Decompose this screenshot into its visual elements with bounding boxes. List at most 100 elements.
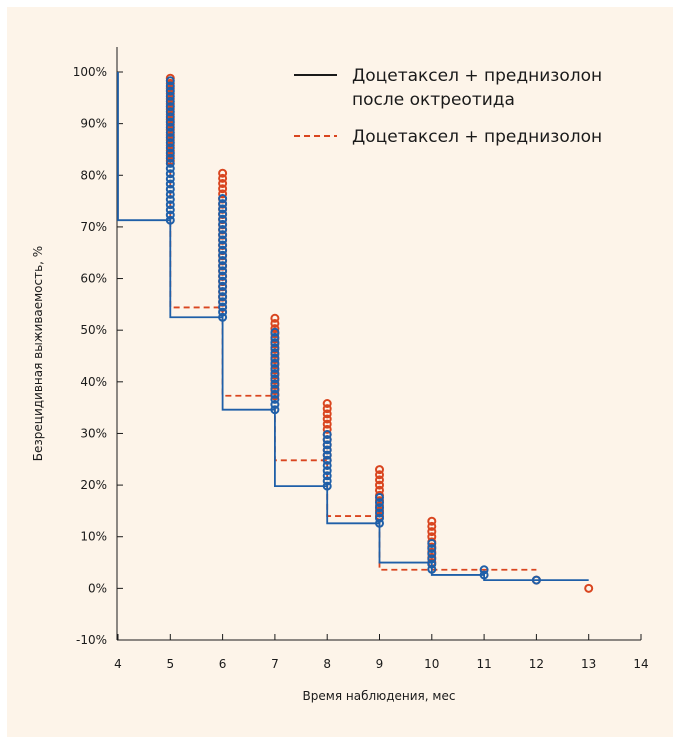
censor-mark: [165, 184, 175, 194]
censor-mark: [218, 297, 228, 307]
legend-label: Доцетаксел + преднизолон: [352, 66, 602, 86]
series-1: [117, 72, 589, 585]
censor-mark: [322, 450, 332, 460]
censor-mark: [165, 117, 175, 127]
censor-mark: [165, 189, 175, 199]
censor-mark: [322, 481, 332, 491]
censor-mark: [270, 384, 280, 394]
x-tick-label: 11: [476, 657, 491, 671]
y-tick-label: 30%: [80, 426, 107, 440]
censor-mark: [375, 513, 384, 523]
censor-mark: [322, 445, 332, 455]
legend-label: после октреотида: [352, 90, 515, 110]
censor-mark: [270, 363, 280, 373]
censor-mark: [165, 174, 175, 184]
x-axis-title: Время наблюдения, мес: [303, 689, 456, 703]
censor-mark: [218, 276, 228, 286]
censor-mark: [322, 466, 332, 476]
censor-mark: [165, 153, 175, 163]
censor-mark: [165, 169, 175, 179]
y-tick-label: 80%: [80, 168, 107, 182]
censor-mark: [427, 544, 437, 554]
censor-mark: [165, 200, 175, 210]
censor-mark: [375, 508, 384, 518]
censor-mark: [218, 168, 228, 178]
censor-mark: [218, 194, 228, 204]
series-1-line: [117, 72, 589, 582]
censor-mark: [427, 549, 437, 559]
censor-mark: [322, 404, 332, 414]
x-tick-label: 5: [166, 657, 174, 671]
censor-mark: [427, 564, 437, 574]
censor-mark: [270, 332, 280, 342]
censor-mark: [270, 327, 280, 337]
y-tick-label: 20%: [80, 478, 107, 492]
censor-mark: [218, 240, 228, 250]
censor-mark: [165, 112, 175, 122]
censor-mark: [165, 107, 175, 117]
censor-mark: [375, 475, 384, 485]
censor-mark: [218, 307, 228, 317]
x-tick-label: 14: [633, 657, 648, 671]
censor-mark: [322, 409, 332, 419]
censor-mark: [270, 324, 280, 334]
y-tick-label: 70%: [80, 220, 107, 234]
censor-mark: [270, 358, 280, 368]
censor-mark: [375, 492, 384, 502]
y-tick-label: 60%: [80, 272, 107, 286]
censor-mark: [218, 255, 228, 265]
censor-mark: [218, 184, 228, 194]
censor-mark: [322, 424, 332, 434]
censor-mark: [165, 91, 175, 101]
censor-mark: [322, 429, 332, 439]
censor-mark: [427, 538, 437, 548]
censor-mark: [218, 281, 228, 291]
censor-mark: [165, 102, 175, 112]
x-tick-label: 6: [219, 657, 227, 671]
x-tick-label: 10: [424, 657, 439, 671]
censor-mark: [479, 570, 489, 580]
censor-mark: [218, 219, 228, 229]
censor-mark: [218, 214, 228, 224]
censor-mark: [165, 81, 175, 91]
censor-mark: [165, 138, 175, 148]
censor-mark: [218, 224, 228, 234]
censor-mark: [584, 583, 594, 593]
axes: -10% 0% 10% 20% 30% 40% 50% 60% 70% 80% 90% 100% 4 5 6…: [73, 47, 649, 671]
censor-mark: [322, 435, 332, 445]
y-tick-label: 90%: [80, 117, 107, 131]
censor-mark: [218, 199, 228, 209]
censor-mark: [270, 389, 280, 399]
censor-mark: [218, 245, 228, 255]
censor-mark: [322, 419, 332, 429]
censor-mark: [218, 230, 228, 240]
y-tick-label: 0%: [88, 581, 107, 595]
censor-mark: [165, 133, 175, 143]
x-tick-label: 12: [529, 657, 544, 671]
censor-mark: [322, 471, 332, 481]
censor-mark: [322, 399, 332, 409]
censor-mark: [427, 554, 437, 564]
censor-mark: [322, 440, 332, 450]
legend-label: Доцетаксел + преднизолон: [352, 127, 602, 147]
censor-mark: [218, 189, 228, 199]
x-tick-label: 4: [114, 657, 122, 671]
censor-mark: [479, 565, 489, 575]
y-axis-title: Безрецидивная выживаемость, %: [31, 246, 45, 461]
censor-mark: [165, 179, 175, 189]
y-tick-label: 50%: [80, 323, 107, 337]
censor-mark: [218, 235, 228, 245]
censor-mark: [218, 204, 228, 214]
censor-mark: [322, 414, 332, 424]
censor-mark: [375, 465, 384, 475]
x-tick-label: 7: [271, 657, 279, 671]
censor-mark: [218, 173, 228, 183]
censor-mark: [270, 318, 280, 328]
censor-mark: [427, 521, 437, 531]
censor-mark: [218, 266, 228, 276]
censor-mark: [375, 470, 384, 480]
x-tick-label: 13: [581, 657, 596, 671]
censor-mark: [218, 250, 228, 260]
censor-mark: [165, 205, 175, 215]
